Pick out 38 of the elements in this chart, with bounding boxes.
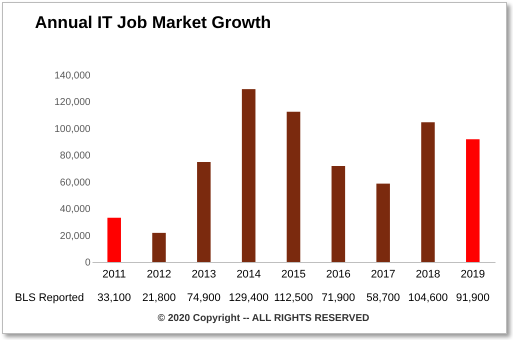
bar bbox=[332, 166, 346, 262]
y-tick-label: 40,000 bbox=[60, 204, 91, 216]
y-tick-label: 120,000 bbox=[54, 97, 91, 108]
data-label: 129,400 bbox=[228, 292, 269, 304]
x-tick-label: 2018 bbox=[416, 268, 440, 280]
data-label: 112,500 bbox=[274, 292, 313, 304]
bar bbox=[376, 184, 390, 262]
data-label: 71,900 bbox=[322, 292, 356, 304]
bar bbox=[107, 218, 121, 262]
bar bbox=[286, 112, 300, 262]
y-tick-label: 140,000 bbox=[54, 70, 91, 82]
data-label: 91,900 bbox=[456, 292, 490, 304]
x-tick-label: 2014 bbox=[236, 268, 261, 280]
text: BLS Reported bbox=[14, 292, 84, 304]
bar bbox=[466, 139, 480, 262]
x-tick-label: 2013 bbox=[192, 268, 216, 280]
x-tick-label: 2011 bbox=[102, 268, 126, 280]
data-label: 21,800 bbox=[142, 292, 176, 304]
x-tick-label: 2019 bbox=[460, 268, 486, 280]
bar bbox=[152, 232, 166, 262]
bar bbox=[421, 122, 435, 262]
y-tick-label: 0 bbox=[84, 258, 91, 268]
x-tick-label: 2017 bbox=[370, 268, 396, 280]
data-label: 104,600 bbox=[408, 292, 448, 304]
y-tick-label: 20,000 bbox=[60, 230, 91, 242]
x-tick-label: 2012 bbox=[146, 268, 172, 280]
y-tick-label: 100,000 bbox=[54, 124, 91, 135]
data-label: 74,900 bbox=[187, 292, 221, 304]
y-tick-label: 80,000 bbox=[60, 150, 91, 162]
chart-title: Annual IT Job Market Growth bbox=[34, 13, 272, 32]
bar bbox=[242, 89, 256, 262]
data-label: 33,100 bbox=[97, 292, 132, 304]
x-tick-label: 2015 bbox=[281, 268, 306, 280]
text: © 2020 Copyright -- ALL RIGHTS RESERVED bbox=[158, 313, 370, 324]
bar bbox=[197, 162, 211, 262]
x-tick-label: 2016 bbox=[326, 268, 351, 280]
y-tick-label: 60,000 bbox=[60, 177, 91, 188]
data-label: 58,700 bbox=[366, 292, 400, 304]
